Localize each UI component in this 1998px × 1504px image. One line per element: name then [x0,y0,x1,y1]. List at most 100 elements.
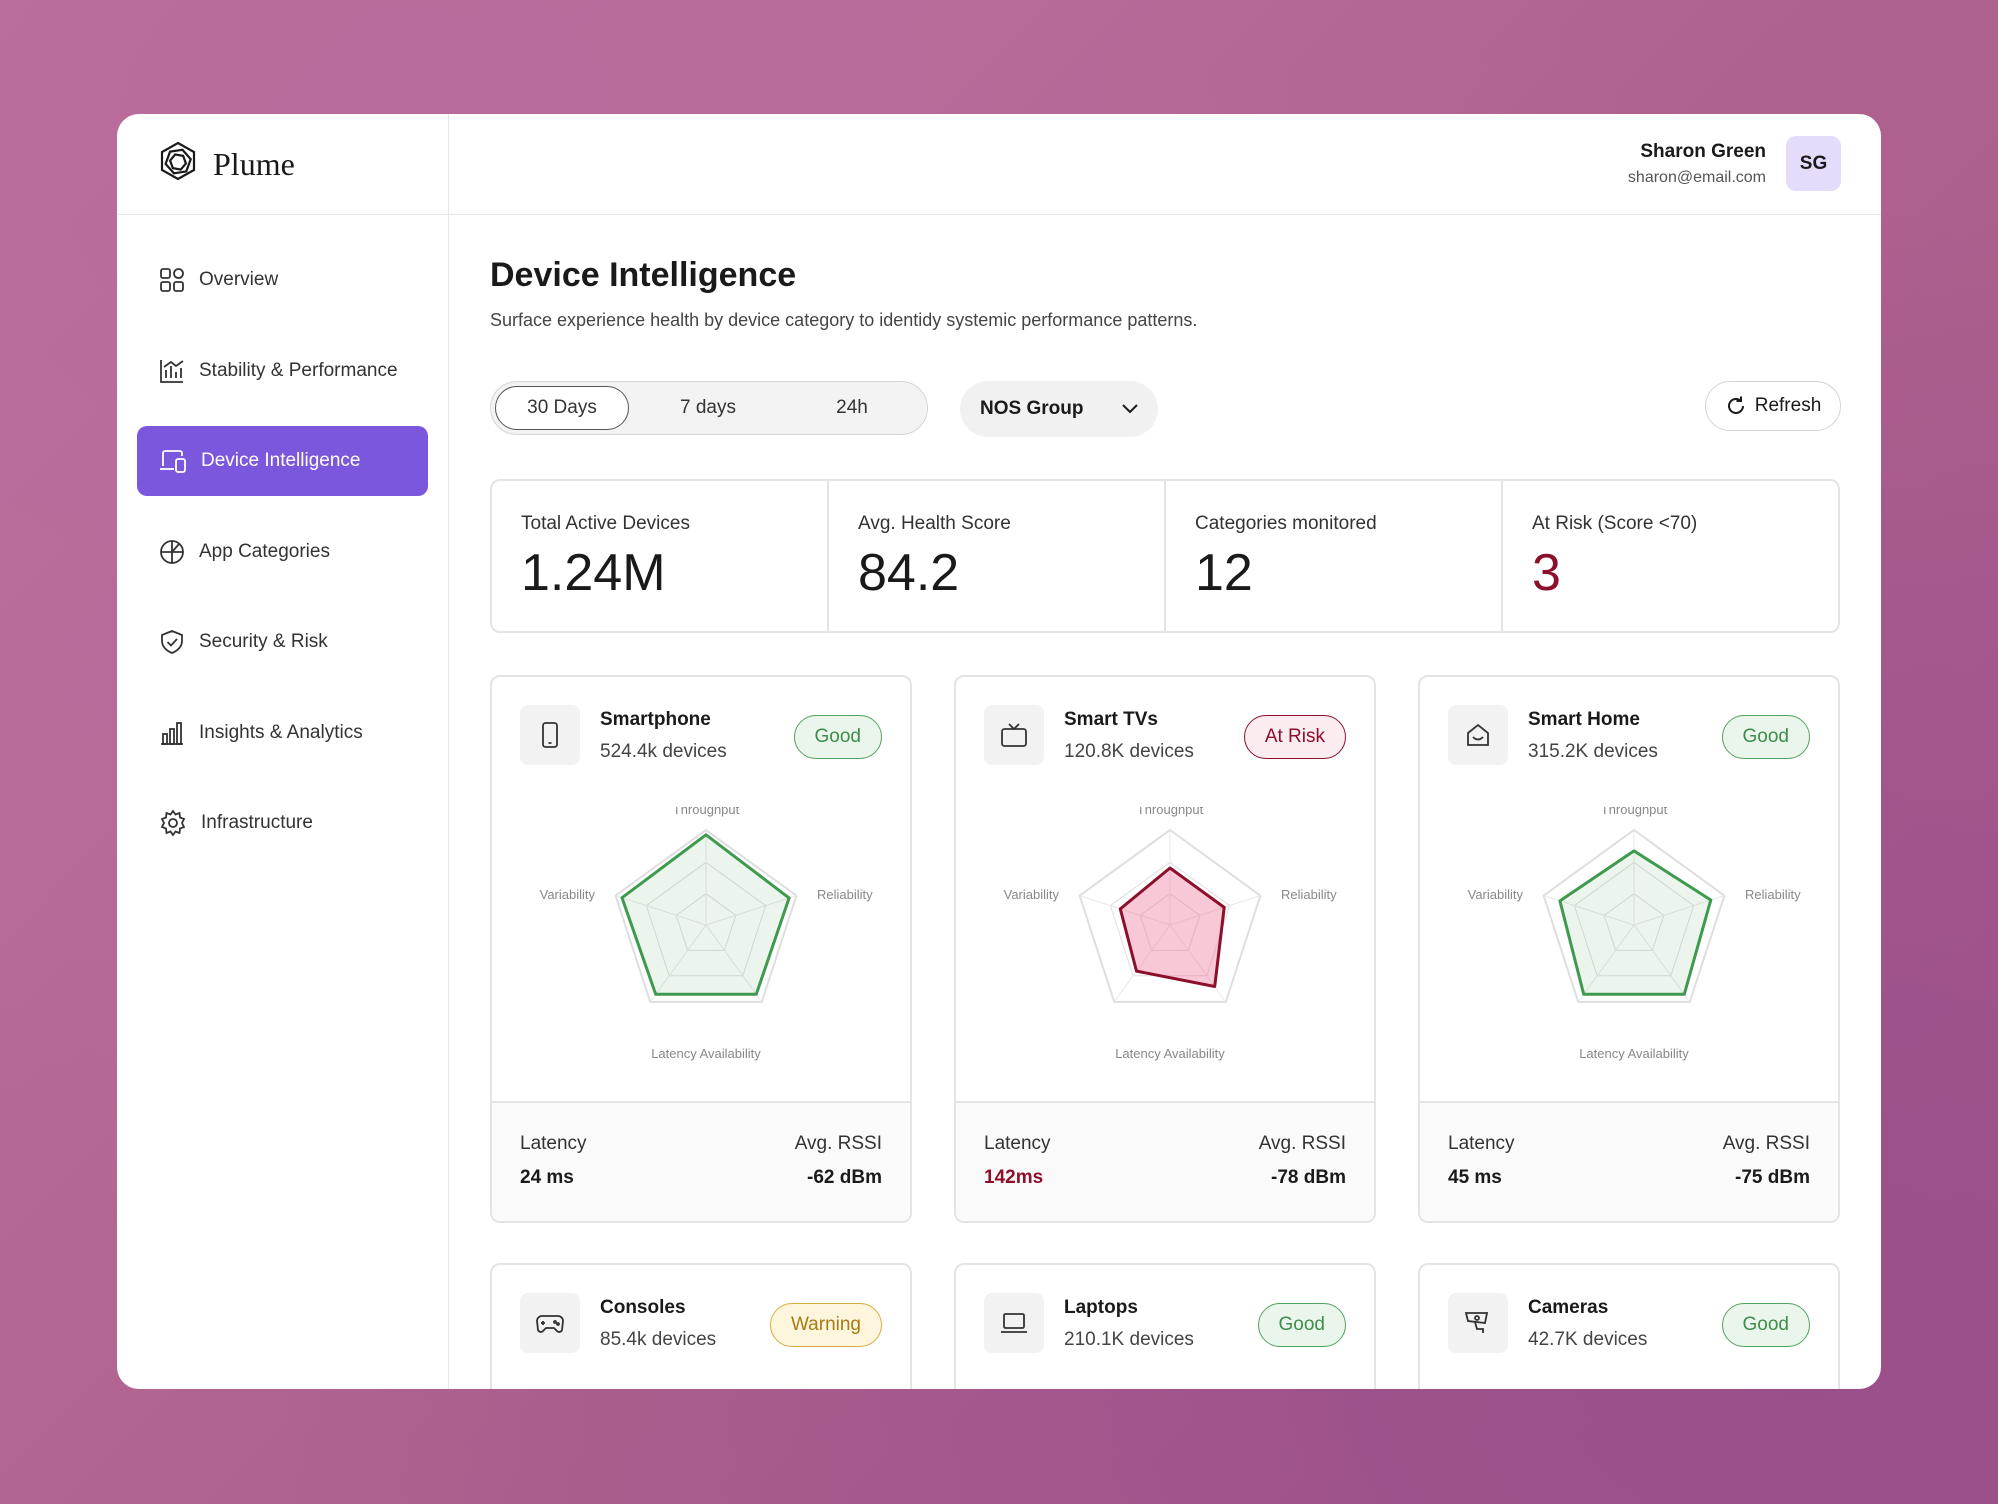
radar-axis-label: Throughput [1137,807,1204,817]
rssi-metric: Avg. RSSI -78 dBm [1259,1133,1346,1189]
radar-grid-spoke [1169,924,1227,1003]
stat-value: 1.24M [521,544,666,602]
radar-axis-label: Latency Availability [651,1046,761,1061]
range-24h-button[interactable]: 24h [836,397,868,418]
card-footer: Latency 142ms Avg. RSSI -78 dBm [956,1101,1374,1221]
device-name: Consoles [600,1297,686,1318]
device-name: Cameras [1528,1297,1609,1318]
device-count: 315.2K devices [1528,741,1658,762]
device-card-smart-home[interactable]: Smart Home 315.2K devices Good Throughpu… [1418,675,1840,1223]
plume-logo-icon [155,139,201,190]
home-icon [1448,705,1508,765]
stat-value: 3 [1532,544,1561,602]
radar-grid-spoke [705,924,763,1003]
sidebar-item-stability[interactable]: Stability & Performance [137,336,428,406]
stat-value: 12 [1195,544,1253,602]
stat-total-active-devices: Total Active Devices 1.24M [492,481,829,631]
radar-axis-label: Variability [1004,887,1060,902]
user-name: Sharon Green [1640,140,1766,162]
sidebar-item-label: App Categories [199,540,330,562]
sidebar: Plume Overview Stability & Performance D… [117,114,449,1389]
radar-chart: Throughput Reliability Latency Availabilit… [540,807,874,1061]
stat-value: 84.2 [858,544,960,602]
radar-grid-ring [614,828,798,1003]
radar-grid-ring [675,893,737,951]
sidebar-item-overview[interactable]: Overview [137,245,428,315]
analytics-icon [161,721,183,745]
card-header: Laptops 210.1K devices Good [984,1293,1346,1353]
device-card-cameras[interactable]: Cameras 42.7K devices Good [1418,1263,1840,1389]
radar-grid-spoke [705,895,797,926]
radar-axis-label: Reliability [1745,887,1801,902]
device-name: Laptops [1064,1297,1138,1318]
radar-grid-ring [1542,828,1726,1003]
avatar[interactable]: SG [1786,136,1841,191]
radar-series-shape [620,833,791,996]
refresh-button[interactable]: Refresh [1705,381,1841,431]
sidebar-item-label: Security & Risk [199,631,328,652]
stats-panel: Total Active Devices 1.24M Avg. Health S… [490,479,1840,633]
device-name: Smartphone [600,709,711,730]
latency-label: Latency [1448,1133,1515,1154]
latency-value: 45 ms [1448,1167,1502,1188]
device-card-smartphone[interactable]: Smartphone 524.4k devices Good Throughpu… [490,675,912,1223]
card-footer: Latency 45 ms Avg. RSSI -75 dBm [1420,1101,1838,1221]
radar-grid-spoke [1169,895,1261,926]
pie-icon [160,539,184,564]
status-badge: At Risk [1243,715,1346,759]
sidebar-item-security[interactable]: Security & Risk [137,607,428,677]
grid-icon [160,268,184,292]
device-card-consoles[interactable]: Consoles 85.4k devices Warning [490,1263,912,1389]
latency-label: Latency [984,1133,1051,1154]
sidebar-item-device-intelligence[interactable]: Device Intelligence [137,426,428,496]
status-badge: Good [793,715,882,759]
group-select-value: NOS Group [980,398,1084,419]
card-header: Consoles 85.4k devices Warning [520,1293,882,1353]
radar-grid-spoke [1079,895,1171,926]
radar-axis-label: Latency Availability [1579,1046,1689,1061]
group-select[interactable]: NOS Group [960,381,1158,437]
sidebar-item-label: Device Intelligence [201,450,361,471]
sidebar-item-infrastructure[interactable]: Infrastructure [137,788,428,858]
user-menu[interactable]: Sharon Green sharon@email.com SG [1628,136,1841,191]
radar-grid-spoke [615,895,707,926]
range-7-days-button[interactable]: 7 days [680,397,736,418]
page-subtitle: Surface experience health by device cate… [490,310,1198,330]
brand[interactable]: Plume [117,114,448,215]
radar-axis-label: Reliability [817,887,873,902]
device-count: 524.4k devices [600,741,727,762]
stat-label: Avg. Health Score [858,513,1011,534]
device-count: 42.7K devices [1528,1329,1648,1350]
sidebar-item-label: Insights & Analytics [199,721,363,743]
sidebar-item-label: Overview [199,269,279,290]
device-card-smart-tvs[interactable]: Smart TVs 120.8K devices At Risk Through… [954,675,1376,1223]
page-title: Device Intelligence [490,256,797,294]
radar-grid-spoke [1633,924,1691,1003]
device-name: Smart TVs [1064,709,1158,730]
range-30-days-button[interactable]: 30 Days [495,386,629,430]
rssi-label: Avg. RSSI [1722,1133,1810,1154]
latency-value: 24 ms [520,1167,574,1188]
radar-grid-ring [645,861,767,977]
rssi-metric: Avg. RSSI -75 dBm [1723,1133,1810,1189]
device-count: 120.8K devices [1064,741,1194,762]
sidebar-item-app-categories[interactable]: App Categories [137,517,428,587]
radar-axis-label: Variability [540,887,596,902]
latency-label: Latency [520,1133,587,1154]
rssi-value: -62 dBm [807,1167,882,1188]
sidebar-item-label: Stability & Performance [199,359,398,381]
radar-axis-label: Reliability [1281,887,1337,902]
radar-grid-spoke [649,924,707,1003]
tv-icon [984,705,1044,765]
bar-chart-icon [160,359,184,383]
card-footer: Latency 24 ms Avg. RSSI -62 dBm [492,1101,910,1221]
sidebar-item-insights[interactable]: Insights & Analytics [137,698,428,768]
topbar: Sharon Green sharon@email.com SG [449,114,1881,215]
devices-icon [160,450,186,473]
radar-grid-ring [1109,861,1231,977]
radar-series-shape [1118,866,1226,988]
rssi-value: -78 dBm [1271,1167,1346,1188]
status-badge: Good [1721,715,1810,759]
device-card-laptops[interactable]: Laptops 210.1K devices Good [954,1263,1376,1389]
card-header: Smartphone 524.4k devices Good [520,705,882,765]
